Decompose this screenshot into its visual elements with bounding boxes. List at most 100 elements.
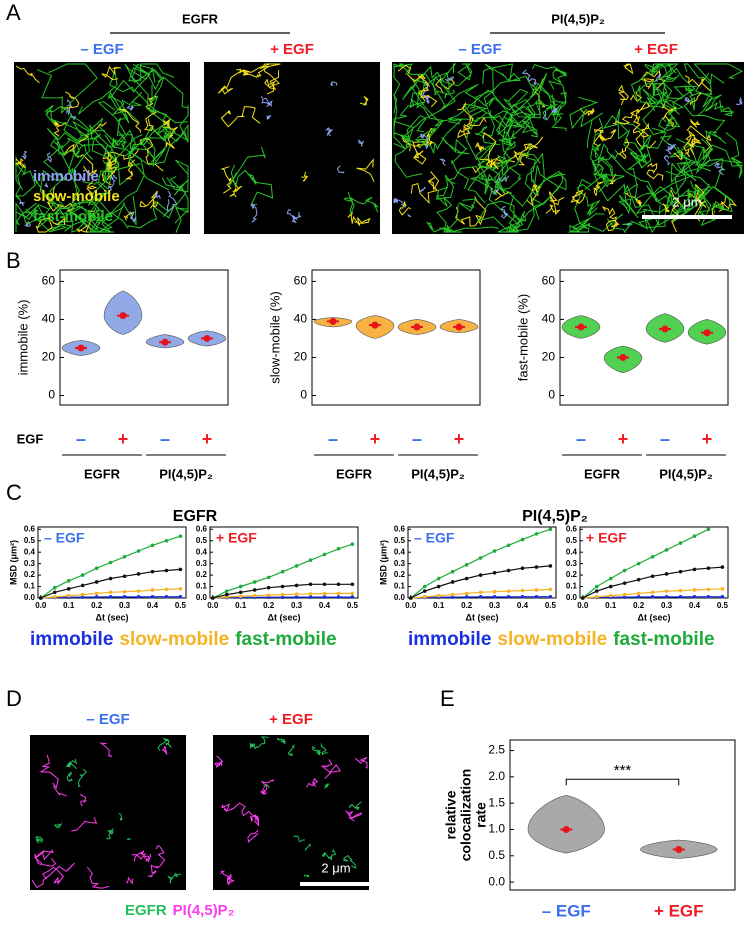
series-marker <box>238 590 243 595</box>
trajectory <box>79 176 86 182</box>
trajectory <box>161 159 189 189</box>
trajectory <box>401 135 427 165</box>
trajectory <box>455 196 487 227</box>
trajectory <box>324 127 334 137</box>
trajectory <box>508 210 527 232</box>
mean-marker <box>329 317 337 325</box>
series-marker <box>678 541 683 545</box>
trajectory <box>457 116 472 139</box>
annotation: + EGF <box>216 530 257 546</box>
series-marker <box>664 589 669 593</box>
series-marker <box>520 537 525 542</box>
trajectory <box>640 69 667 91</box>
series-marker <box>622 592 627 597</box>
trajectory <box>474 114 515 146</box>
trajectory <box>477 157 513 195</box>
trajectory <box>675 188 711 217</box>
series-marker <box>520 566 525 571</box>
trajectory <box>393 63 413 114</box>
trajectory <box>46 152 53 163</box>
series-marker <box>94 566 99 571</box>
series-marker <box>308 592 313 596</box>
series-marker <box>350 591 355 596</box>
series-marker <box>122 574 127 579</box>
series-marker <box>478 590 483 595</box>
trajectory <box>735 96 743 106</box>
x-tick-label: – <box>660 429 670 449</box>
series-marker <box>94 595 99 599</box>
x-tick-label: 0.5 <box>175 601 187 610</box>
series-marker <box>122 595 127 599</box>
y-tick-label: 0.2 <box>24 570 36 579</box>
series-marker <box>322 552 327 557</box>
series-marker <box>548 527 553 532</box>
series-marker <box>692 588 697 592</box>
trajectory <box>39 754 67 797</box>
trajectory <box>617 138 630 160</box>
x-tick-label: 0.5 <box>347 601 359 610</box>
trajectory <box>698 94 735 117</box>
trajectory <box>398 201 412 216</box>
y-tick-label: 2.5 <box>488 743 505 757</box>
trajectory <box>476 197 542 233</box>
trajectory <box>634 183 680 227</box>
legend-label: slow-mobile <box>33 188 120 205</box>
series-marker <box>322 595 327 599</box>
y-tick-label: 1.5 <box>488 795 505 809</box>
series-marker <box>464 591 469 596</box>
series-marker <box>678 588 683 593</box>
trajectory <box>513 136 544 162</box>
trajectory <box>131 850 147 862</box>
series-marker <box>622 595 627 599</box>
trajectory <box>418 86 438 108</box>
trajectory <box>306 778 319 788</box>
series-marker <box>178 594 183 599</box>
series-marker <box>80 592 85 597</box>
trajectory <box>441 136 470 190</box>
series-marker <box>520 588 525 593</box>
trajectory <box>545 191 565 216</box>
trajectory <box>286 209 302 224</box>
trajectory <box>530 152 559 197</box>
trajectory <box>86 866 110 889</box>
y-tick-label: 0.0 <box>394 593 406 602</box>
series-marker <box>450 595 455 599</box>
trajectory <box>684 96 691 103</box>
trajectory <box>321 848 337 861</box>
series-marker <box>520 594 525 599</box>
trajectory <box>101 148 140 186</box>
trajectory <box>663 154 671 165</box>
trajectory <box>220 106 261 128</box>
series-marker <box>594 584 599 589</box>
series-marker <box>122 589 127 594</box>
y-tick-label: 0.1 <box>566 582 578 591</box>
trajectory <box>674 150 717 227</box>
x-tick-label: – <box>576 429 586 449</box>
trajectory <box>149 76 189 143</box>
mean-marker <box>661 325 669 333</box>
y-tick-label: 0.2 <box>566 570 578 579</box>
condition-label: + EGF <box>634 41 678 58</box>
trajectory <box>551 107 559 114</box>
trajectory <box>479 132 499 170</box>
series-marker <box>252 580 257 584</box>
x-tick-label: 0.1 <box>433 601 445 610</box>
trajectory <box>107 828 114 835</box>
series-marker <box>178 567 183 572</box>
legend-label: immobile <box>408 629 491 650</box>
series-marker <box>492 595 497 599</box>
series-marker <box>608 576 613 581</box>
trajectory <box>432 76 455 99</box>
series-marker <box>548 587 553 592</box>
series-marker <box>650 595 655 599</box>
x-tick-label: 0.0 <box>577 601 589 610</box>
series-marker <box>252 593 257 598</box>
y-tick-label: 0.5 <box>24 536 36 545</box>
x-axis-label: Δt (sec) <box>268 612 301 622</box>
mean-marker <box>161 338 169 346</box>
series-marker <box>636 595 641 599</box>
trajectory <box>601 206 620 232</box>
trajectory <box>144 95 157 131</box>
trajectory <box>46 186 75 214</box>
y-tick-label: 60 <box>42 274 56 288</box>
